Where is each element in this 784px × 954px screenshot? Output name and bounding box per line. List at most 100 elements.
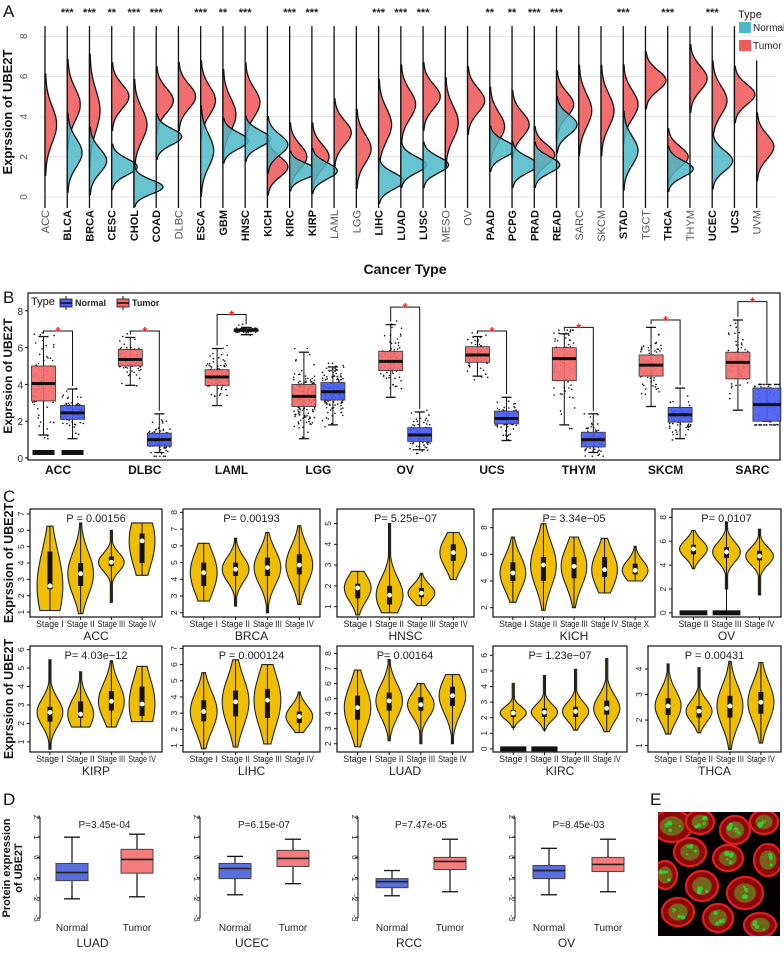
y-tick-label: -3 [192,914,201,922]
x-stage-label: Stage III [407,754,436,764]
jitter-point [121,382,123,385]
jitter-point [398,376,401,379]
tumor-density [111,62,130,131]
jitter-point [764,383,766,386]
filament [759,924,766,936]
jitter-point [668,425,671,427]
jitter-point [311,377,314,380]
jitter-point [208,362,211,365]
jitter-point [777,424,779,426]
jitter-point [304,378,307,380]
violin-median-dot [387,592,392,598]
jitter-point [672,422,674,425]
jitter-point [331,422,333,425]
jitter-point [305,416,307,418]
jitter-point [308,420,310,423]
normal-density [200,105,215,197]
y-tick-label: 7 [169,526,179,531]
violin-median-dot [108,698,114,704]
panel-label: A [3,2,15,21]
jitter-point [293,410,295,413]
jitter-point [507,426,509,428]
significance-star: * [403,300,409,315]
jitter-point [685,426,688,429]
violin-median-dot [573,709,578,714]
violin-median-dot [542,709,547,715]
y-tick-label: 1 [350,835,359,840]
jitter-point [412,441,415,444]
jitter-point [754,424,757,426]
x-category-label: Normal [376,923,408,934]
y-tick-label: 8 [19,33,30,39]
jitter-point [654,342,656,345]
significance-stars: *** [706,7,720,19]
normal-density [88,126,108,196]
jitter-point [485,334,487,336]
jitter-point [400,387,403,390]
jitter-point [592,450,594,452]
jitter-point [428,423,431,426]
normal-box-skcm [667,387,693,441]
jitter-point [397,344,400,347]
violin-median-dot [418,702,424,708]
filament [717,857,729,867]
y-tick-label: 1 [323,604,333,609]
jitter-point [553,394,555,396]
jitter-point [424,446,426,448]
jitter-point [679,429,681,431]
y-tick-label: 2 [32,815,41,820]
x-category-label: SKCM [596,210,608,242]
jitter-point [309,416,311,418]
p-value-label: P=3.45e-04 [79,820,131,831]
jitter-point [65,403,68,406]
jitter-point [297,381,300,384]
jitter-point [467,338,469,341]
x-category-label: OV [397,463,414,477]
jitter-point [43,359,45,362]
violin-median-dot [450,550,456,556]
jitter-point [325,401,328,404]
y-tick-label: 4 [323,711,333,716]
panel-label: D [3,790,15,809]
jitter-point [429,442,431,444]
p-value-label: P = 0.00431 [685,650,744,662]
jitter-point [342,377,344,380]
jitter-point [746,382,749,384]
jitter-point [301,409,304,412]
jitter-point [159,446,161,449]
x-category-label: Normal [533,923,565,934]
jitter-point [687,429,689,431]
jitter-point [500,426,503,428]
x-category-label: HNSC [240,210,252,241]
violin-iqr-box [139,686,145,717]
y-tick-label: -1 [32,874,41,882]
x-category-label: Tumor [123,923,152,934]
filament [699,818,713,823]
significance-bracket [737,301,768,386]
violin-median-dot [604,705,610,711]
jitter-point [306,347,309,350]
plot-frame [647,645,782,753]
filament [763,812,766,823]
normal-box-dlbc [146,413,172,458]
tumor-box-ov [378,320,404,398]
jitter-point [248,327,250,329]
significance-stars: *** [83,7,97,19]
jitter-point [37,417,40,419]
violin-median-dot [265,697,270,703]
jitter-point [759,383,761,386]
filament [714,857,729,861]
x-stage-label: Stage IV [128,754,156,764]
jitter-point [68,419,70,422]
filament [763,821,771,833]
p-value-label: P=8.45e-03 [553,820,605,831]
jitter-point [383,334,386,337]
y-tick-label: 7 [323,666,333,671]
jitter-point [597,423,599,425]
tumor-density [333,98,352,168]
normal-density [555,95,578,154]
jitter-point [46,428,48,430]
p-value-label: P= 1.23e−07 [528,650,591,662]
jitter-point [306,414,308,417]
jitter-point [425,423,428,425]
